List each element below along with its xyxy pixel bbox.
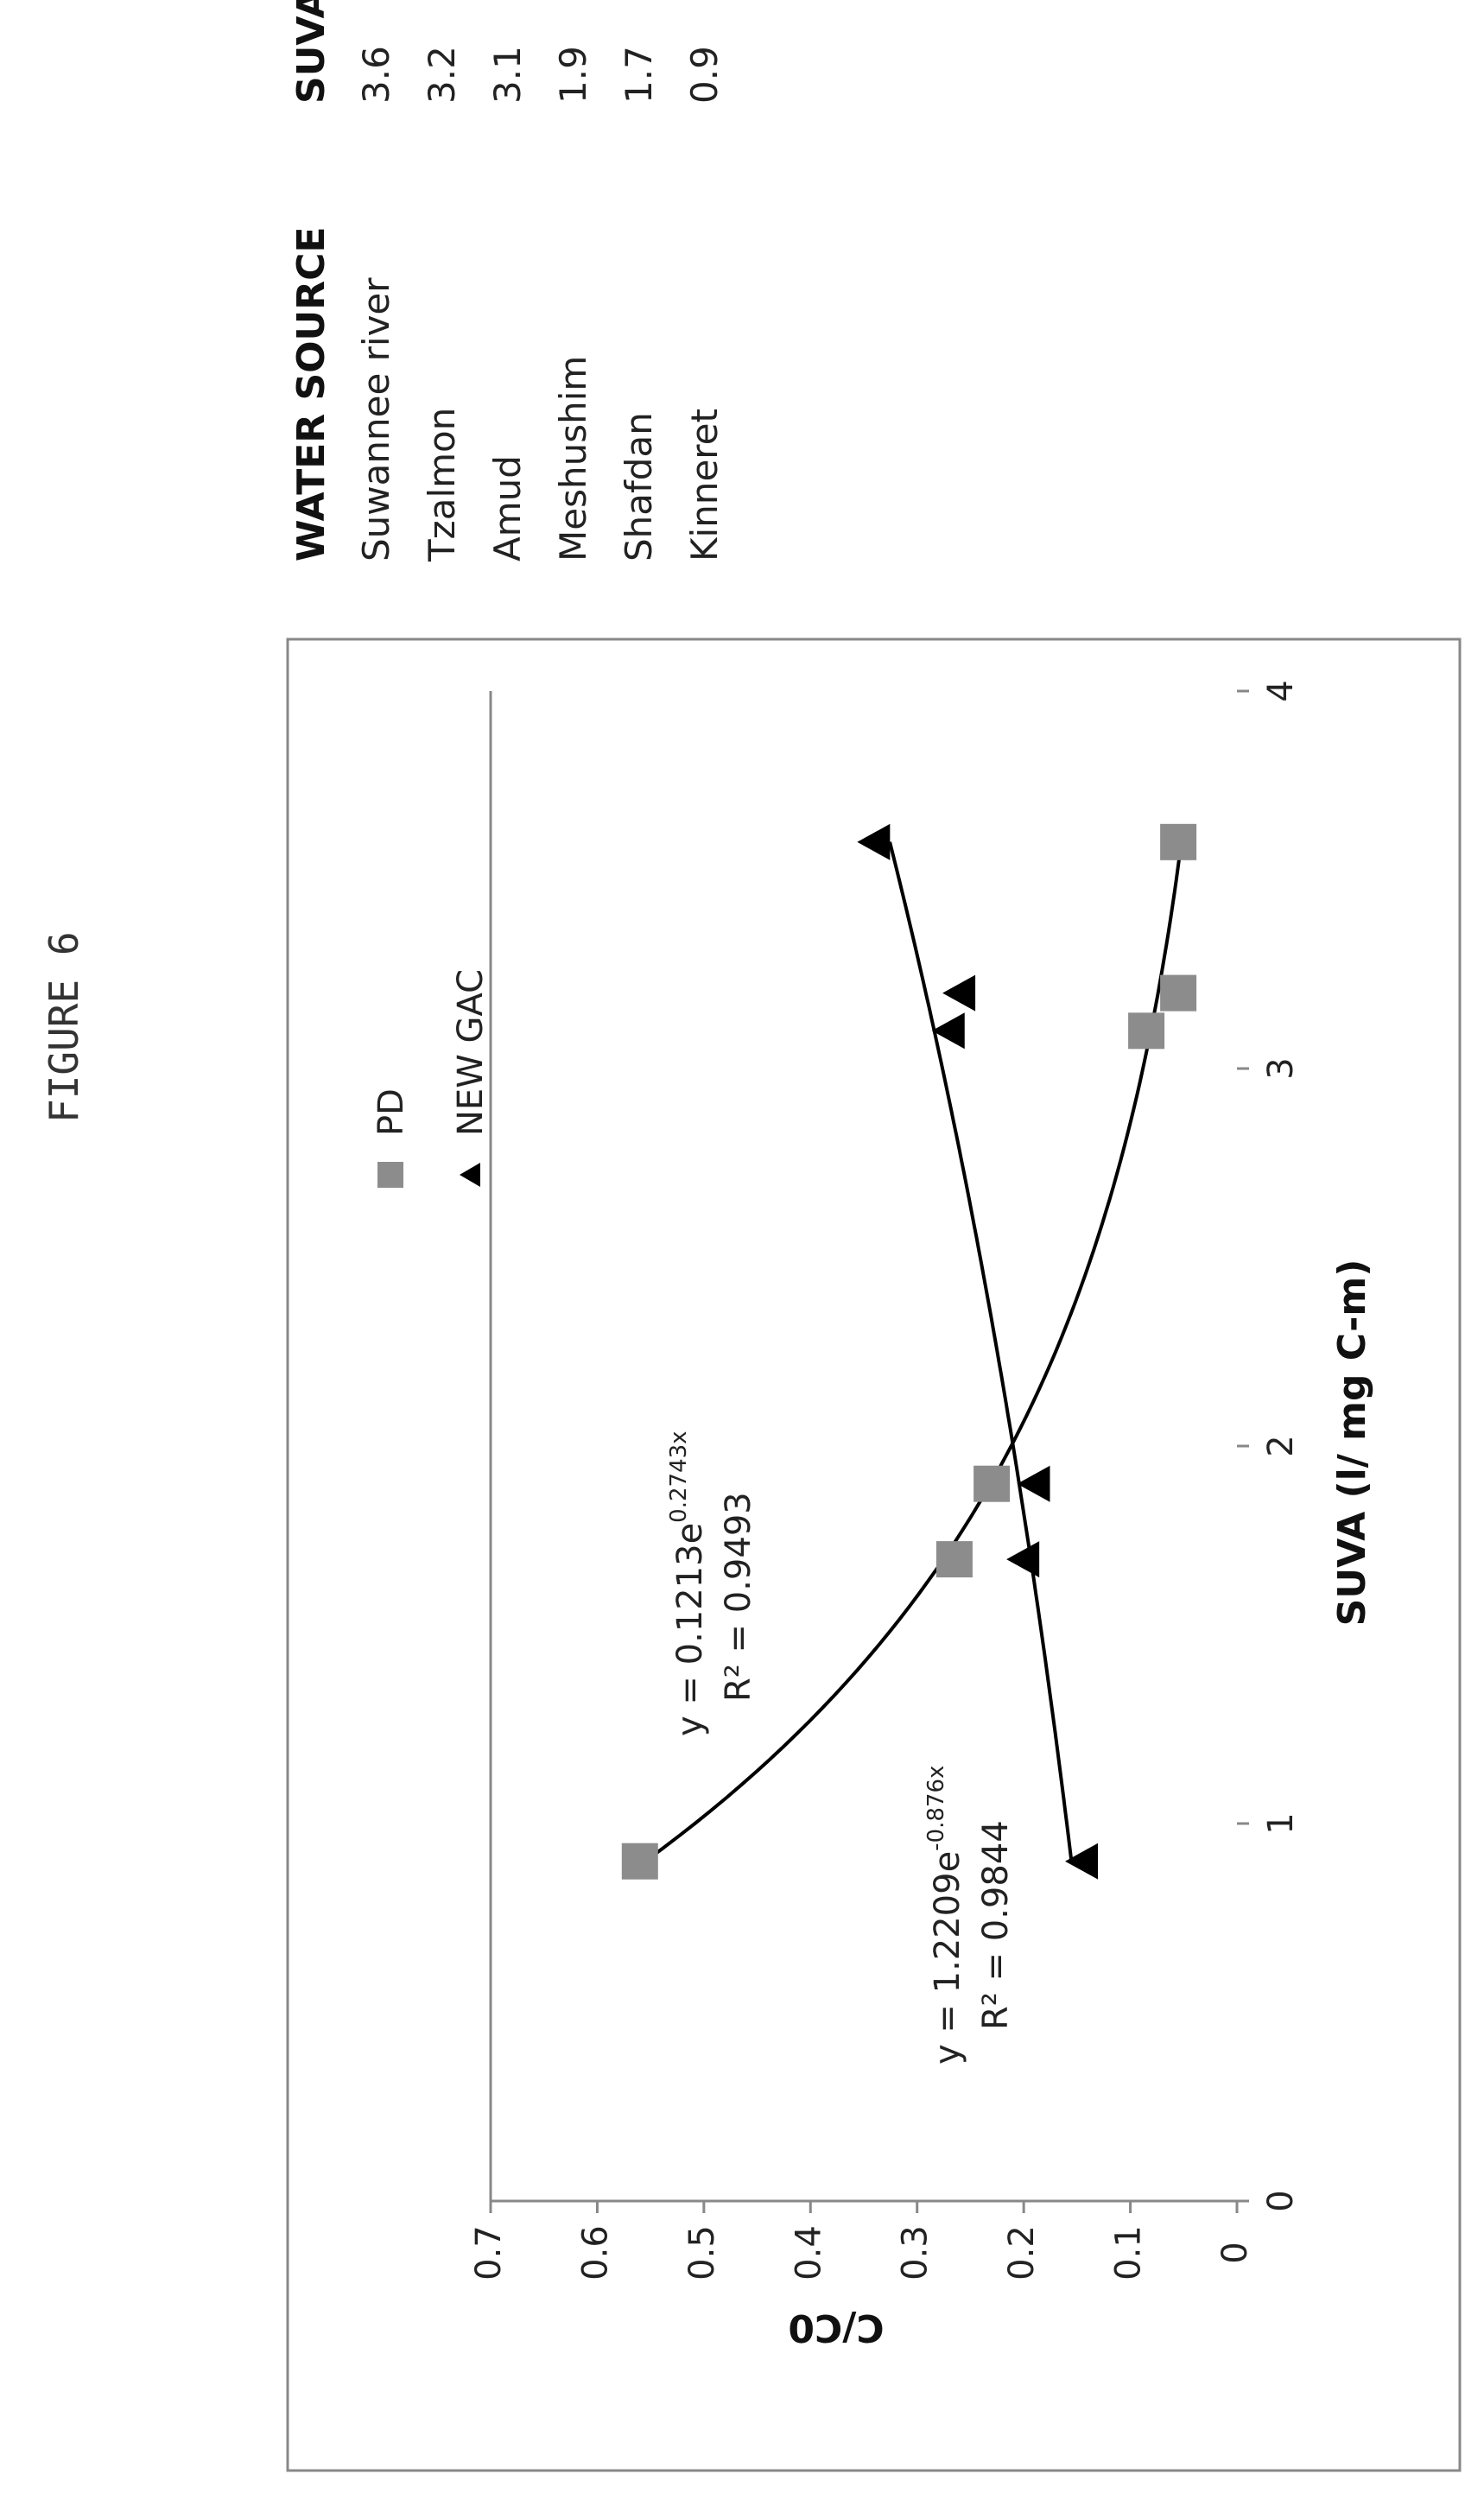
pd-r2: R² = 0.9844: [976, 1820, 1016, 2030]
water-source-table: WATER SOURCE SUVA Suwannee river 3.6 Tzalm…: [289, 0, 726, 562]
y-tick-label: 0.2: [1002, 2225, 1042, 2280]
table-row-source: Suwannee river: [355, 277, 397, 561]
gac-r2: R² = 0.9493: [719, 1492, 758, 1702]
table-row-source: Tzalmon: [421, 408, 463, 562]
y-tick-label: 0.5: [682, 2225, 722, 2280]
pd-point: [1160, 823, 1197, 860]
table-rows: Suwannee river 3.6 Tzalmon 3.2 Amud 3.1 Meshus…: [355, 46, 726, 562]
gac-point: [942, 974, 976, 1012]
gac-equation-annotation: y = 0.1213e0.2743x R² = 0.9493: [666, 1430, 758, 1736]
table-header-source: WATER SOURCE: [289, 226, 333, 561]
y-axis-title: C/C0: [788, 2306, 884, 2350]
pd-equation: y = 1.2209e-0.876x: [923, 1766, 967, 2065]
table-row-suva: 3.6: [355, 46, 397, 104]
table-row-source: Kinneret: [683, 409, 726, 561]
x-axis-ticks: 0 1 2 3 4: [1237, 680, 1301, 2212]
gac-point: [1017, 1465, 1050, 1502]
table-row-source: Amud: [486, 455, 529, 561]
x-tick-label: 3: [1261, 1057, 1301, 1079]
data-points: [621, 823, 1197, 1880]
trendline-pd: [644, 841, 1183, 1863]
y-tick-label: 0: [1215, 2242, 1255, 2263]
table-row-source: Meshushim: [552, 356, 594, 561]
table-row-suva: 3.2: [421, 46, 463, 104]
y-tick-label: 0.3: [896, 2225, 935, 2280]
legend-pd-label: PD: [371, 1088, 411, 1136]
pd-point: [621, 1843, 658, 1880]
x-tick-label: 1: [1261, 1812, 1301, 1834]
gac-point: [931, 1012, 965, 1050]
pd-equation-exponent: -0.876x: [923, 1766, 949, 1851]
pd-equation-prefix: y = 1.2209e: [928, 1851, 967, 2065]
pd-equation-annotation: y = 1.2209e-0.876x R² = 0.9844: [923, 1766, 1016, 2065]
y-tick-label: 0.6: [575, 2225, 615, 2280]
trendline-gac: [888, 841, 1074, 1862]
table-row-source: Shafdan: [618, 412, 660, 561]
y-tick-label: 0.1: [1109, 2225, 1149, 2280]
legend-gac-marker: [460, 1163, 480, 1187]
legend-pd-marker: [377, 1162, 403, 1188]
x-tick-label: 2: [1261, 1435, 1301, 1456]
gac-equation-prefix: y = 0.1213e: [670, 1523, 710, 1736]
pd-point: [1128, 1012, 1165, 1050]
pd-point: [935, 1541, 973, 1578]
y-tick-label: 0.7: [469, 2225, 509, 2280]
trendlines: [644, 841, 1183, 1863]
legend-gac-label: NEW GAC: [451, 969, 491, 1136]
gac-point: [1065, 1843, 1099, 1880]
chart-frame: [286, 638, 1462, 2472]
x-tick-label: 0: [1261, 2190, 1301, 2211]
y-axis-ticks: 0 0.1 0.2 0.3 0.4 0.5 0.6 0.7: [469, 2201, 1255, 2280]
x-axis-title: SUVA (l/ mg C-m): [1330, 1259, 1374, 1627]
table-row-suva: 3.1: [486, 46, 529, 104]
figure-caption: FIGURE 6: [41, 931, 87, 1123]
gac-point: [857, 823, 891, 860]
gac-equation: y = 0.1213e0.2743x: [666, 1430, 710, 1736]
gac-equation-exponent: 0.2743x: [666, 1430, 692, 1522]
pd-point: [973, 1465, 1011, 1502]
table-header-suva: SUVA: [289, 0, 333, 104]
pd-point: [1160, 974, 1197, 1012]
table-row-suva: 1.7: [618, 46, 660, 104]
table-row-suva: 0.9: [683, 46, 726, 104]
gac-point: [1006, 1541, 1040, 1578]
table-row-suva: 1.9: [552, 46, 594, 104]
y-tick-label: 0.4: [789, 2225, 828, 2280]
legend: PD NEW GAC: [371, 969, 491, 1188]
x-tick-label: 4: [1261, 680, 1301, 701]
